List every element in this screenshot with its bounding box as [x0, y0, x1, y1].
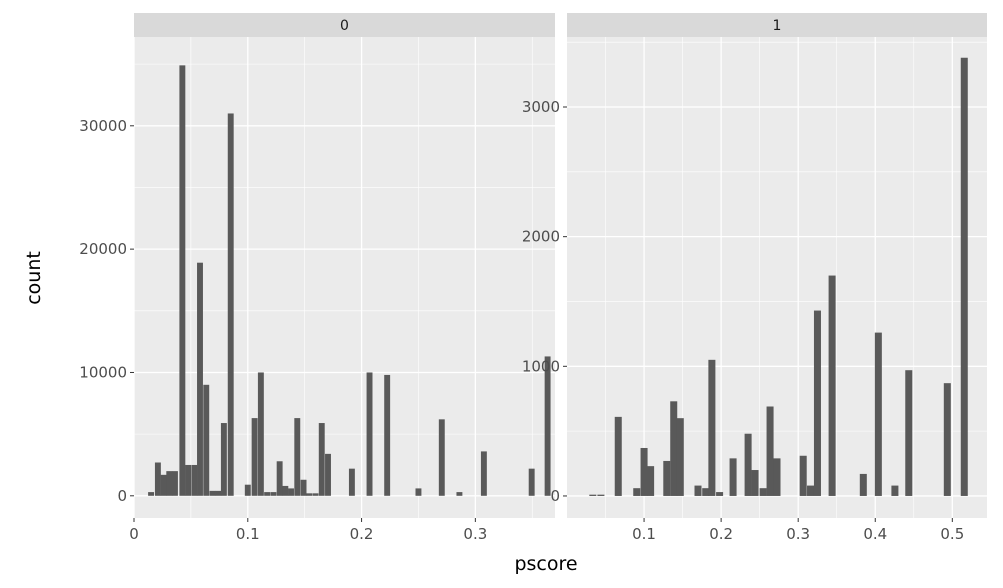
- facet-strip-label: 0: [340, 18, 349, 34]
- histogram-bar: [828, 275, 836, 496]
- y-tick-label: 3000: [522, 98, 560, 116]
- histogram-bar: [282, 485, 289, 496]
- facet-strip: [567, 13, 987, 37]
- histogram-bar: [318, 423, 325, 496]
- facet-strip-label: 1: [773, 18, 782, 34]
- histogram-bar: [663, 460, 671, 496]
- histogram-bar: [694, 485, 702, 496]
- histogram-bar: [300, 479, 307, 496]
- histogram-bar: [244, 484, 251, 496]
- facet-strip: [134, 13, 555, 37]
- histogram-bar: [744, 433, 752, 496]
- histogram-bar: [874, 332, 882, 496]
- y-tick-label: 0: [117, 487, 127, 505]
- histogram-bar: [456, 492, 463, 496]
- histogram-bar: [203, 384, 210, 496]
- histogram-bar: [759, 488, 767, 496]
- x-tick-label: 0.1: [236, 525, 260, 543]
- y-tick-label: 2000: [522, 228, 560, 246]
- histogram-bar: [702, 488, 710, 496]
- histogram-bar: [160, 474, 167, 496]
- histogram-bar: [729, 458, 737, 496]
- histogram-bar: [209, 490, 216, 496]
- histogram-bar: [716, 492, 724, 496]
- histogram-bar: [220, 423, 227, 496]
- histogram-bar: [251, 418, 258, 496]
- facet-panel-0: 0 0 10000 20000 30000 0 0.1 0.2 0.3: [79, 13, 555, 543]
- histogram-bar: [633, 488, 641, 496]
- histogram-bar: [905, 370, 913, 496]
- panel-background: [567, 37, 987, 518]
- histogram-bar: [148, 492, 155, 496]
- histogram-bar: [597, 494, 605, 496]
- x-tick-label: 0.2: [350, 525, 374, 543]
- y-tick-label: 0: [550, 487, 560, 505]
- histogram-bar: [960, 57, 968, 496]
- histogram-bar: [294, 418, 301, 496]
- histogram-bar: [614, 416, 622, 496]
- histogram-bar: [172, 471, 178, 496]
- histogram-bar: [480, 451, 487, 496]
- histogram-bar: [227, 113, 234, 496]
- histogram-bar: [799, 455, 807, 496]
- histogram-bar: [773, 458, 781, 496]
- x-tick-label: 0: [129, 525, 139, 543]
- histogram-bar: [813, 310, 821, 496]
- histogram-bar: [257, 372, 264, 496]
- histogram-bar: [276, 461, 283, 496]
- histogram-bar: [270, 492, 277, 496]
- x-axis-title: pscore: [514, 553, 577, 575]
- histogram-bar: [670, 401, 678, 496]
- histogram-bar: [766, 406, 774, 496]
- x-tick-label: 0.3: [463, 525, 487, 543]
- histogram-bar: [415, 488, 422, 496]
- histogram-bar: [751, 470, 759, 496]
- histogram-bar: [640, 447, 648, 496]
- histogram-bar: [191, 464, 198, 496]
- histogram-bar: [312, 493, 319, 496]
- histogram-bar: [185, 464, 192, 496]
- histogram-bar: [544, 356, 551, 496]
- histogram-bar: [179, 65, 186, 496]
- y-axis-title: count: [23, 251, 45, 305]
- histogram-bar: [215, 490, 222, 496]
- histogram-bar: [166, 471, 173, 496]
- x-tick-label: 0.4: [863, 525, 887, 543]
- facet-panel-1: 1 0 1000 2000 3000 0.1 0.2 0.3 0.4 0.5: [522, 13, 987, 543]
- histogram-bar: [891, 485, 899, 496]
- histogram-bar: [708, 359, 716, 496]
- y-tick-label: 30000: [79, 117, 127, 135]
- histogram-bar: [807, 485, 815, 496]
- histogram-bar: [943, 383, 951, 496]
- histogram-bar: [589, 494, 597, 496]
- histogram-bar: [197, 262, 203, 496]
- histogram-bar: [676, 418, 684, 496]
- histogram-bar: [528, 468, 535, 496]
- y-tick-label: 1000: [522, 357, 560, 375]
- histogram-bar: [348, 468, 355, 496]
- x-tick-label: 0.1: [632, 525, 656, 543]
- histogram-bar: [264, 492, 271, 496]
- histogram-bar: [647, 466, 655, 496]
- y-tick-label: 20000: [79, 240, 127, 258]
- x-tick-label: 0.5: [940, 525, 964, 543]
- histogram-bar: [288, 488, 294, 496]
- histogram-bar: [366, 372, 373, 496]
- y-tick-label: 10000: [79, 363, 127, 381]
- histogram-bar: [306, 493, 313, 496]
- x-tick-label: 0.2: [709, 525, 733, 543]
- histogram-bar: [859, 473, 867, 496]
- x-tick-label: 0.3: [786, 525, 810, 543]
- histogram-bar: [438, 419, 445, 496]
- histogram-bar: [384, 374, 391, 496]
- histogram-bar: [325, 453, 331, 496]
- histogram-bar: [154, 462, 161, 496]
